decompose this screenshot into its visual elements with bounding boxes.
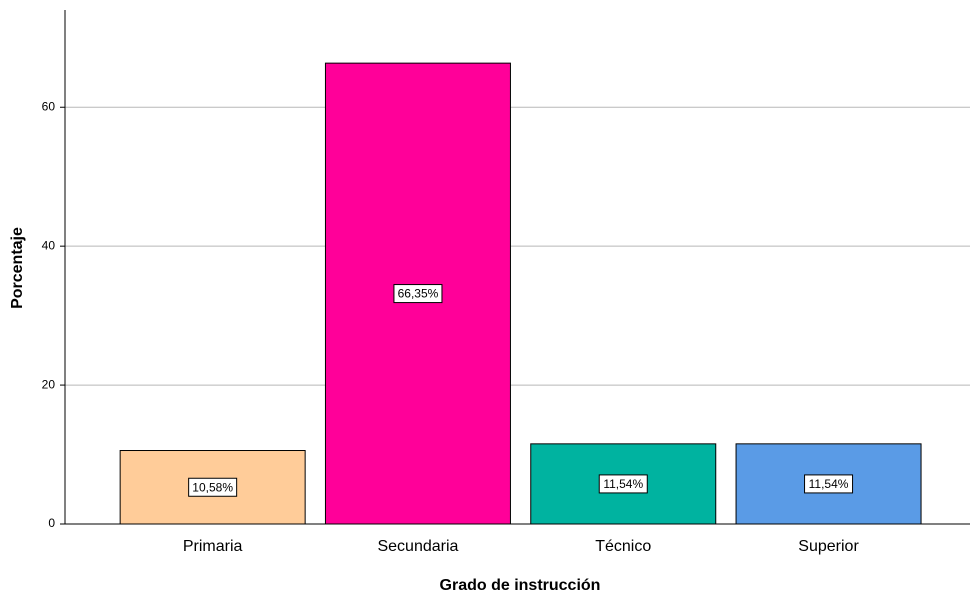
value-label-box (393, 284, 443, 304)
x-tick-label: Primaria (183, 538, 243, 555)
y-tick-label: 20 (42, 377, 56, 391)
value-label: 10,58% (192, 480, 233, 494)
value-label-box (598, 474, 648, 494)
value-label: 11,54% (603, 477, 643, 491)
x-axis-title: Grado de instrucción (440, 577, 601, 594)
value-label-box (188, 477, 238, 497)
x-tick-label: Secundaria (377, 538, 458, 555)
y-axis-title: Porcentaje (9, 227, 26, 309)
x-tick-label: Superior (798, 538, 859, 555)
y-tick-label: 40 (42, 238, 56, 252)
y-tick-label: 60 (42, 99, 56, 113)
x-tick-label: Técnico (595, 538, 651, 555)
value-label: 66,35% (398, 287, 439, 301)
y-tick-label: 0 (48, 516, 55, 530)
value-label-box (804, 474, 854, 494)
value-label: 11,54% (809, 477, 849, 491)
